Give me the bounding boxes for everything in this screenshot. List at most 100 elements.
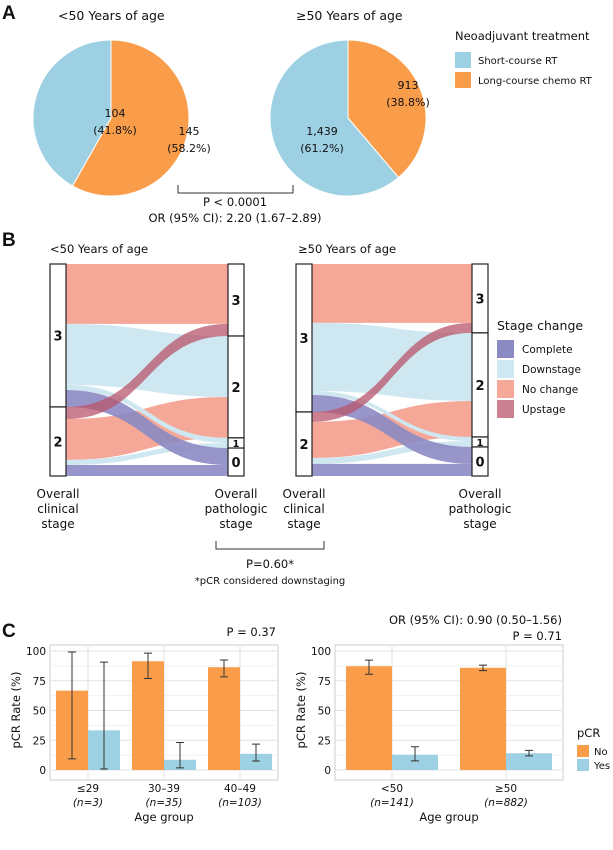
flow-upstage bbox=[66, 323, 228, 420]
alluvial-title-over50: ≥50 Years of age bbox=[298, 242, 396, 256]
x-tick-label: <50 bbox=[381, 783, 403, 795]
bar-no bbox=[208, 667, 240, 770]
x-tick-n: (n=882) bbox=[484, 797, 528, 809]
y-tick-label: 100 bbox=[311, 646, 331, 658]
panel-label-b: B bbox=[2, 230, 16, 251]
x-tick-n: (n=3) bbox=[73, 797, 103, 809]
y-tick-label: 0 bbox=[39, 765, 46, 777]
x-axis-title: Age group bbox=[419, 810, 478, 824]
bar-no bbox=[346, 666, 392, 770]
error-bar bbox=[252, 743, 260, 762]
error-bar bbox=[144, 652, 152, 679]
p-value-b: P=0.60* bbox=[246, 557, 294, 571]
legend-title-pcr: pCR bbox=[577, 726, 600, 740]
error-bar bbox=[479, 664, 487, 672]
axis-label-pathologic: pathologic bbox=[205, 502, 268, 516]
flow-downstage bbox=[66, 384, 228, 443]
alluvial-under50: 323210OverallclinicalstageOverallpatholo… bbox=[37, 263, 268, 531]
x-tick-n: (n=35) bbox=[145, 797, 182, 809]
legend-label: Downstage bbox=[522, 364, 581, 376]
y-tick-label: 25 bbox=[318, 735, 331, 747]
p-value-a: P < 0.0001 bbox=[203, 195, 267, 209]
error-bar bbox=[411, 746, 419, 762]
significance-bracket bbox=[215, 541, 325, 550]
pie-title-under50: <50 Years of age bbox=[58, 8, 165, 23]
error-bar bbox=[525, 749, 533, 757]
pie-label-pct: (38.8%) bbox=[386, 96, 430, 109]
axis-label-pathologic: Overall bbox=[215, 487, 258, 501]
legend-label: Short-course RT bbox=[478, 56, 558, 67]
y-tick-label: 100 bbox=[26, 646, 46, 658]
y-tick-label: 0 bbox=[324, 765, 331, 777]
flow-downstage bbox=[312, 390, 472, 442]
pie-label-count: 104 bbox=[105, 107, 126, 120]
pie-label-pct: (61.2%) bbox=[300, 142, 344, 155]
legend-label: Complete bbox=[522, 344, 573, 356]
pie-slice-short_rt bbox=[269, 39, 400, 197]
stratum-label: 1 bbox=[233, 439, 240, 450]
error-bar bbox=[68, 651, 76, 760]
alluvial-over50: 323210OverallclinicalstageOverallpatholo… bbox=[283, 263, 512, 531]
bar-no bbox=[460, 667, 506, 770]
axis-label-clinical: Overall bbox=[283, 487, 326, 501]
stratum-pathologic-0 bbox=[227, 447, 245, 477]
axis-label-clinical: Overall bbox=[37, 487, 80, 501]
stratum-label: 3 bbox=[231, 294, 240, 309]
bar-chart-age-groups: 0 25 50 75 100 ≤29 (n=3) 30–39 (n=35) 40–49 (n=103… bbox=[9, 644, 279, 824]
stratum-label: 3 bbox=[475, 292, 484, 307]
axis-label-pathologic: stage bbox=[219, 517, 252, 531]
legend-swatch-downstage bbox=[497, 360, 514, 378]
flow-downstage bbox=[312, 322, 472, 401]
x-tick-label: 30–39 bbox=[148, 783, 180, 795]
pie-label-count: 913 bbox=[398, 79, 419, 92]
pie-chart-over50 bbox=[269, 39, 427, 197]
legend-label: No bbox=[594, 747, 608, 758]
legend-swatch-complete bbox=[497, 340, 514, 358]
error-bar bbox=[220, 659, 228, 678]
or-text-c-right: OR (95% CI): 0.90 (0.50–1.56) bbox=[389, 613, 562, 627]
bar-yes bbox=[240, 753, 272, 770]
stratum-label: 2 bbox=[231, 381, 240, 396]
y-axis-title: pCR Rate (%) bbox=[9, 672, 23, 749]
flow-nochange bbox=[312, 264, 472, 323]
x-tick-n: (n=103) bbox=[218, 797, 262, 809]
y-tick-label: 75 bbox=[33, 676, 46, 688]
pie-slice-long_crt bbox=[347, 39, 427, 179]
axis-label-clinical: stage bbox=[287, 517, 320, 531]
legend-label: Upstage bbox=[522, 404, 566, 416]
axis-label-clinical: clinical bbox=[283, 502, 325, 516]
flow-complete bbox=[312, 463, 472, 476]
legend-swatch-nochange bbox=[497, 380, 514, 398]
flow-complete bbox=[66, 464, 228, 476]
footnote-b: *pCR considered downstaging bbox=[195, 576, 346, 587]
x-axis-title: Age group bbox=[134, 810, 193, 824]
stratum-label: 2 bbox=[53, 435, 62, 450]
y-tick-label: 50 bbox=[318, 706, 331, 718]
stratum-label: 0 bbox=[475, 455, 484, 470]
flow-nochange bbox=[66, 264, 228, 324]
axis-label-pathologic: pathologic bbox=[449, 502, 512, 516]
axis-label-clinical: clinical bbox=[37, 502, 79, 516]
stratum-label: 3 bbox=[53, 329, 62, 344]
error-bar bbox=[176, 742, 184, 769]
bar-chart-under-over50: 0 25 50 75 100 <50 (n=141) ≥50 (n=882) Age group p… bbox=[294, 644, 564, 824]
legend-swatch-yes bbox=[577, 759, 589, 771]
stratum-label: 2 bbox=[475, 379, 484, 394]
legend-label: Yes bbox=[593, 761, 610, 772]
x-tick-label: ≥50 bbox=[495, 783, 517, 795]
flow-upstage bbox=[312, 322, 472, 422]
legend-swatch-short-rt bbox=[455, 52, 471, 68]
stratum-label: 3 bbox=[299, 332, 308, 347]
x-tick-label: ≤29 bbox=[77, 783, 99, 795]
legend-swatch-long-crt bbox=[455, 72, 471, 88]
y-tick-label: 75 bbox=[318, 676, 331, 688]
axis-label-pathologic: stage bbox=[463, 517, 496, 531]
significance-bracket bbox=[177, 185, 294, 194]
legend-swatch-no bbox=[577, 745, 589, 757]
y-tick-label: 25 bbox=[33, 735, 46, 747]
pie-slice-long_crt bbox=[71, 39, 190, 197]
y-axis-title: pCR Rate (%) bbox=[294, 672, 308, 749]
pie-label-count: 1,439 bbox=[306, 125, 338, 138]
error-bar bbox=[100, 661, 108, 770]
